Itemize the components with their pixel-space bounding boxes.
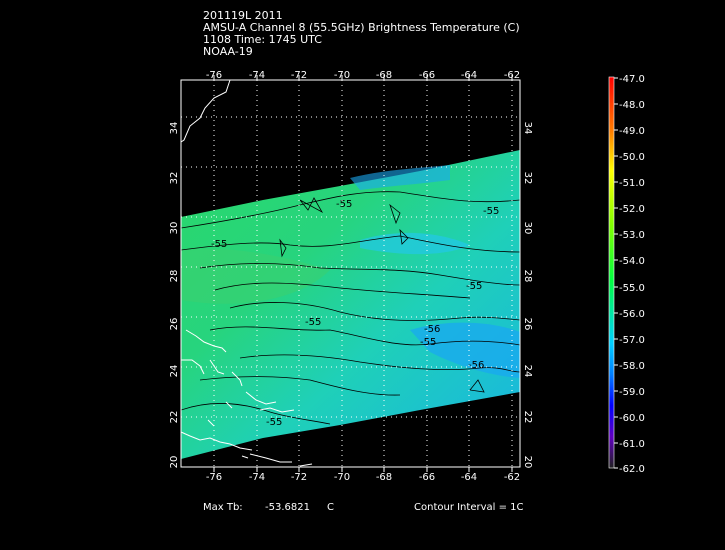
- lon-tick-label: -62: [504, 472, 520, 483]
- colorbar-tick-label: -51.0: [619, 178, 645, 189]
- lat-tick-label: 20: [522, 456, 533, 469]
- map-frame: [180, 79, 521, 468]
- colorbar-tick-label: -61.0: [619, 439, 645, 450]
- contour-label: -55: [466, 281, 482, 292]
- lon-tick-label: -64: [461, 70, 477, 81]
- title-time: 1108 Time: 1745 UTC: [203, 33, 322, 46]
- title-date: 201119L 2011: [203, 9, 283, 22]
- colorbar-tick-label: -50.0: [619, 152, 645, 163]
- lat-tick-label: 26: [522, 318, 533, 331]
- lat-tick-label: 34: [522, 122, 533, 135]
- colorbar-tick-label: -62.0: [619, 464, 645, 475]
- max-tb-value: -53.6821: [265, 502, 310, 513]
- lon-tick-label: -76: [206, 70, 222, 81]
- contour-label: -55: [336, 199, 352, 210]
- max-tb-unit: C: [327, 502, 334, 513]
- cool-region: [360, 232, 470, 255]
- colorbar-tick-label: -47.0: [619, 74, 645, 85]
- title-block: 201119L 2011 AMSU-A Channel 8 (55.5GHz) …: [203, 10, 520, 58]
- contour-label: -55: [305, 317, 321, 328]
- lat-tick-label: 28: [169, 270, 180, 283]
- colorbar-tick-label: -48.0: [619, 100, 645, 111]
- lon-tick-label: -62: [504, 70, 520, 81]
- lon-tick-label: -68: [376, 472, 392, 483]
- contour-label: -56: [468, 360, 484, 371]
- cool-region: [181, 248, 330, 304]
- colorbar-tick-label: -49.0: [619, 126, 645, 137]
- lon-tick-label: -72: [291, 472, 307, 483]
- cool-region: [350, 165, 450, 190]
- lon-tick-label: -76: [206, 472, 222, 483]
- colorbar-tick-label: -59.0: [619, 387, 645, 398]
- colorbar-tick-label: -54.0: [619, 256, 645, 267]
- lat-tick-label: 20: [169, 456, 180, 469]
- title-satellite: NOAA-19: [203, 45, 253, 58]
- lat-tick-label: 26: [169, 318, 180, 331]
- colorbar-tick-label: -60.0: [619, 413, 645, 424]
- contour-label: -55: [420, 337, 436, 348]
- colorbar: [608, 76, 615, 469]
- lat-tick-label: 30: [522, 222, 533, 235]
- title-product: AMSU-A Channel 8 (55.5GHz) Brightness Te…: [203, 21, 520, 34]
- colorbar-tick-label: -55.0: [619, 283, 645, 294]
- contour-lines: [181, 191, 520, 425]
- lat-tick-label: 30: [169, 222, 180, 235]
- contour-label: -55: [483, 206, 499, 217]
- lon-tick-label: -70: [334, 472, 350, 483]
- colorbar-tick-label: -52.0: [619, 204, 645, 215]
- lat-tick-label: 24: [169, 365, 180, 378]
- colorbar-tick-label: -57.0: [619, 335, 645, 346]
- cool-region: [410, 322, 520, 378]
- contour-label: -55: [211, 239, 227, 250]
- lat-tick-label: 24: [522, 365, 533, 378]
- colorbar-tick-label: -58.0: [619, 361, 645, 372]
- lon-tick-label: -70: [334, 70, 350, 81]
- lon-tick-label: -74: [249, 472, 265, 483]
- colorbar-tick-label: -53.0: [619, 230, 645, 241]
- lon-tick-label: -72: [291, 70, 307, 81]
- lat-tick-label: 32: [522, 172, 533, 185]
- lat-tick-label: 22: [169, 411, 180, 424]
- lat-tick-label: 28: [522, 270, 533, 283]
- lon-tick-label: -66: [419, 70, 435, 81]
- contour-label: -55: [266, 417, 282, 428]
- coastline: [180, 79, 313, 467]
- lat-tick-label: 22: [522, 411, 533, 424]
- lat-tick-label: 32: [169, 172, 180, 185]
- contour-interval: Contour Interval = 1C: [414, 502, 524, 513]
- data-swath: [181, 150, 520, 459]
- colorbar-tick-label: -56.0: [619, 309, 645, 320]
- lat-tick-label: 34: [169, 122, 180, 135]
- lon-tick-label: -64: [461, 472, 477, 483]
- lon-tick-label: -66: [419, 472, 435, 483]
- lon-tick-label: -68: [376, 70, 392, 81]
- lon-tick-label: -74: [249, 70, 265, 81]
- max-tb-label: Max Tb:: [203, 502, 243, 513]
- contour-label: -56: [424, 324, 440, 335]
